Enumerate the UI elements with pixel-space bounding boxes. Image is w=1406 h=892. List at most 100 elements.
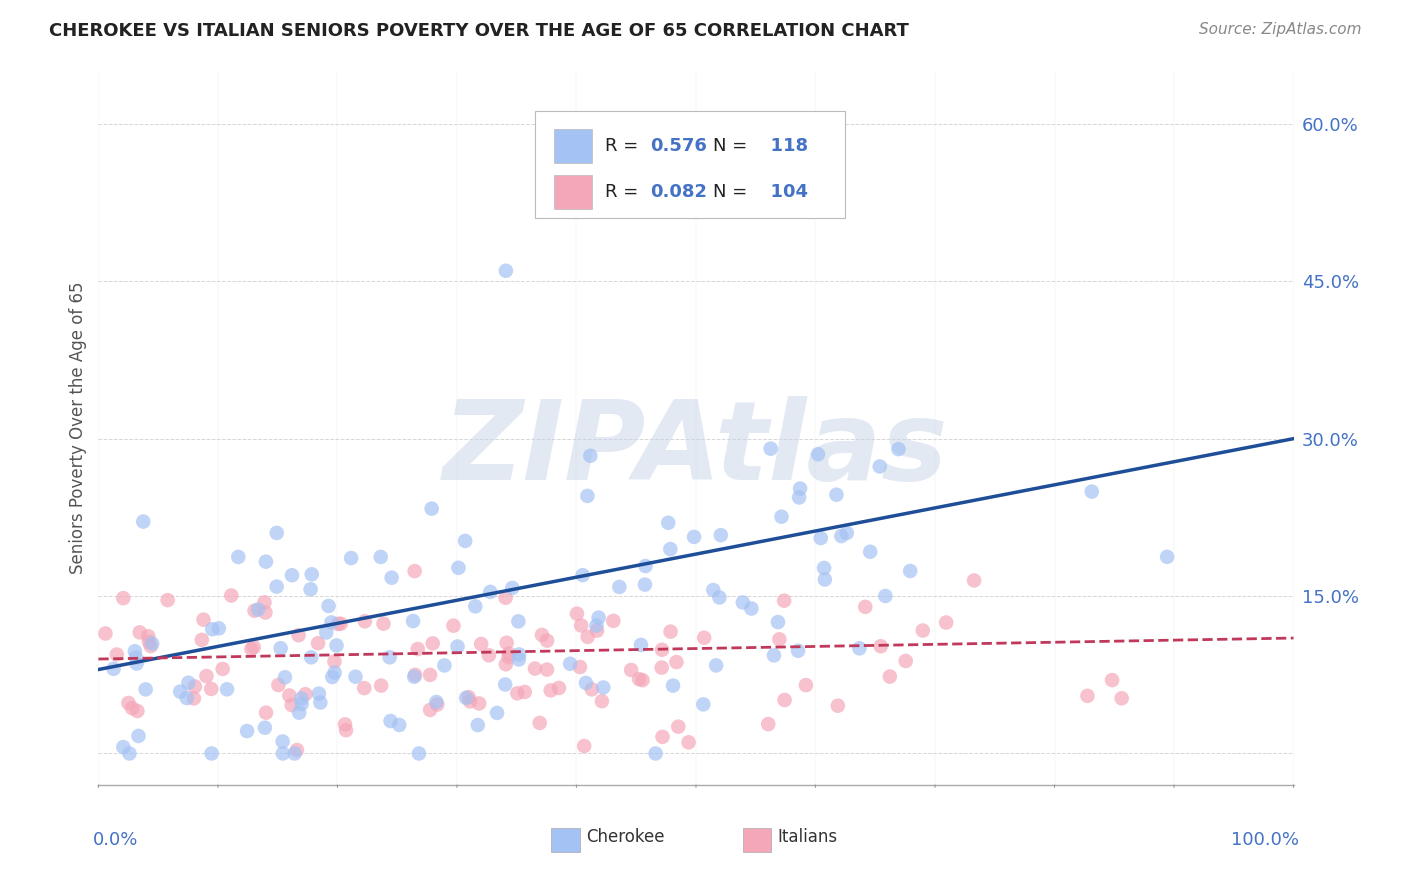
Point xyxy=(568,660,591,674)
Point xyxy=(602,614,624,628)
Text: 0.082: 0.082 xyxy=(651,183,707,201)
Point xyxy=(299,582,322,597)
Point xyxy=(139,639,162,653)
Point xyxy=(756,717,779,731)
Point xyxy=(508,648,530,662)
Text: N =: N = xyxy=(713,183,752,201)
Point xyxy=(456,690,478,705)
FancyBboxPatch shape xyxy=(554,176,592,209)
Point xyxy=(380,714,402,728)
Point xyxy=(530,628,553,642)
Point xyxy=(321,615,343,630)
Point xyxy=(378,650,401,665)
Point xyxy=(709,591,731,605)
Point xyxy=(176,691,198,706)
Point xyxy=(408,747,430,761)
Point xyxy=(495,264,517,278)
Point xyxy=(523,662,546,676)
Text: 0.0%: 0.0% xyxy=(93,831,138,849)
Point xyxy=(240,642,263,657)
Point xyxy=(620,663,643,677)
Point xyxy=(290,691,312,706)
Point xyxy=(271,734,294,748)
Point xyxy=(381,571,404,585)
Point xyxy=(740,601,762,615)
Point xyxy=(586,624,609,638)
Point xyxy=(420,501,443,516)
Text: ZIPAtlas: ZIPAtlas xyxy=(443,396,949,503)
Point xyxy=(201,622,224,636)
FancyBboxPatch shape xyxy=(742,828,772,852)
Point xyxy=(266,580,288,594)
Point xyxy=(581,682,603,697)
Point xyxy=(404,668,426,682)
Point xyxy=(195,669,218,683)
Text: 118: 118 xyxy=(758,137,808,155)
Point xyxy=(299,650,322,665)
Point xyxy=(278,689,301,703)
Point xyxy=(284,747,307,761)
Point xyxy=(787,644,810,658)
Point xyxy=(935,615,957,630)
Point xyxy=(267,678,290,692)
Point xyxy=(548,681,571,695)
Point xyxy=(288,706,311,720)
Point xyxy=(243,604,266,618)
Point xyxy=(894,654,917,668)
Point xyxy=(572,739,595,753)
Point xyxy=(479,585,502,599)
Point xyxy=(869,459,891,474)
Point xyxy=(592,681,614,695)
Point xyxy=(433,658,456,673)
Point xyxy=(132,515,155,529)
Point xyxy=(588,610,610,624)
Point xyxy=(467,718,489,732)
Point xyxy=(117,696,139,710)
Point xyxy=(766,615,789,629)
Point xyxy=(406,642,429,657)
Point xyxy=(508,652,530,666)
Point xyxy=(309,696,332,710)
Point xyxy=(762,648,785,663)
Point xyxy=(486,706,509,720)
Point xyxy=(169,684,191,698)
Point xyxy=(651,660,673,674)
Point xyxy=(315,625,337,640)
Point xyxy=(794,678,817,692)
Point xyxy=(141,636,163,650)
Point xyxy=(118,747,141,761)
Point xyxy=(285,743,308,757)
Point xyxy=(692,698,714,712)
FancyBboxPatch shape xyxy=(551,828,581,852)
Point xyxy=(208,621,231,635)
Text: 100.0%: 100.0% xyxy=(1232,831,1299,849)
Point xyxy=(898,564,921,578)
Point xyxy=(253,595,276,609)
Point xyxy=(540,683,562,698)
Point xyxy=(666,720,689,734)
Point xyxy=(579,449,602,463)
Point xyxy=(271,747,294,761)
Point xyxy=(211,662,233,676)
Point xyxy=(464,599,486,614)
Point xyxy=(353,681,375,695)
Point xyxy=(136,629,159,643)
Point xyxy=(254,606,277,620)
Point xyxy=(447,561,470,575)
Point xyxy=(329,616,352,631)
Text: N =: N = xyxy=(713,137,752,155)
Point xyxy=(454,533,477,548)
Point xyxy=(103,662,125,676)
Point xyxy=(138,634,160,648)
Point xyxy=(659,624,682,639)
Point xyxy=(659,542,682,557)
Point xyxy=(266,525,288,540)
Point xyxy=(201,747,224,761)
Y-axis label: Seniors Poverty Over the Age of 65: Seniors Poverty Over the Age of 65 xyxy=(69,282,87,574)
Point xyxy=(630,638,652,652)
Point xyxy=(404,564,426,578)
Point xyxy=(1081,484,1104,499)
Point xyxy=(495,591,517,605)
Point xyxy=(683,530,706,544)
Point xyxy=(911,624,934,638)
